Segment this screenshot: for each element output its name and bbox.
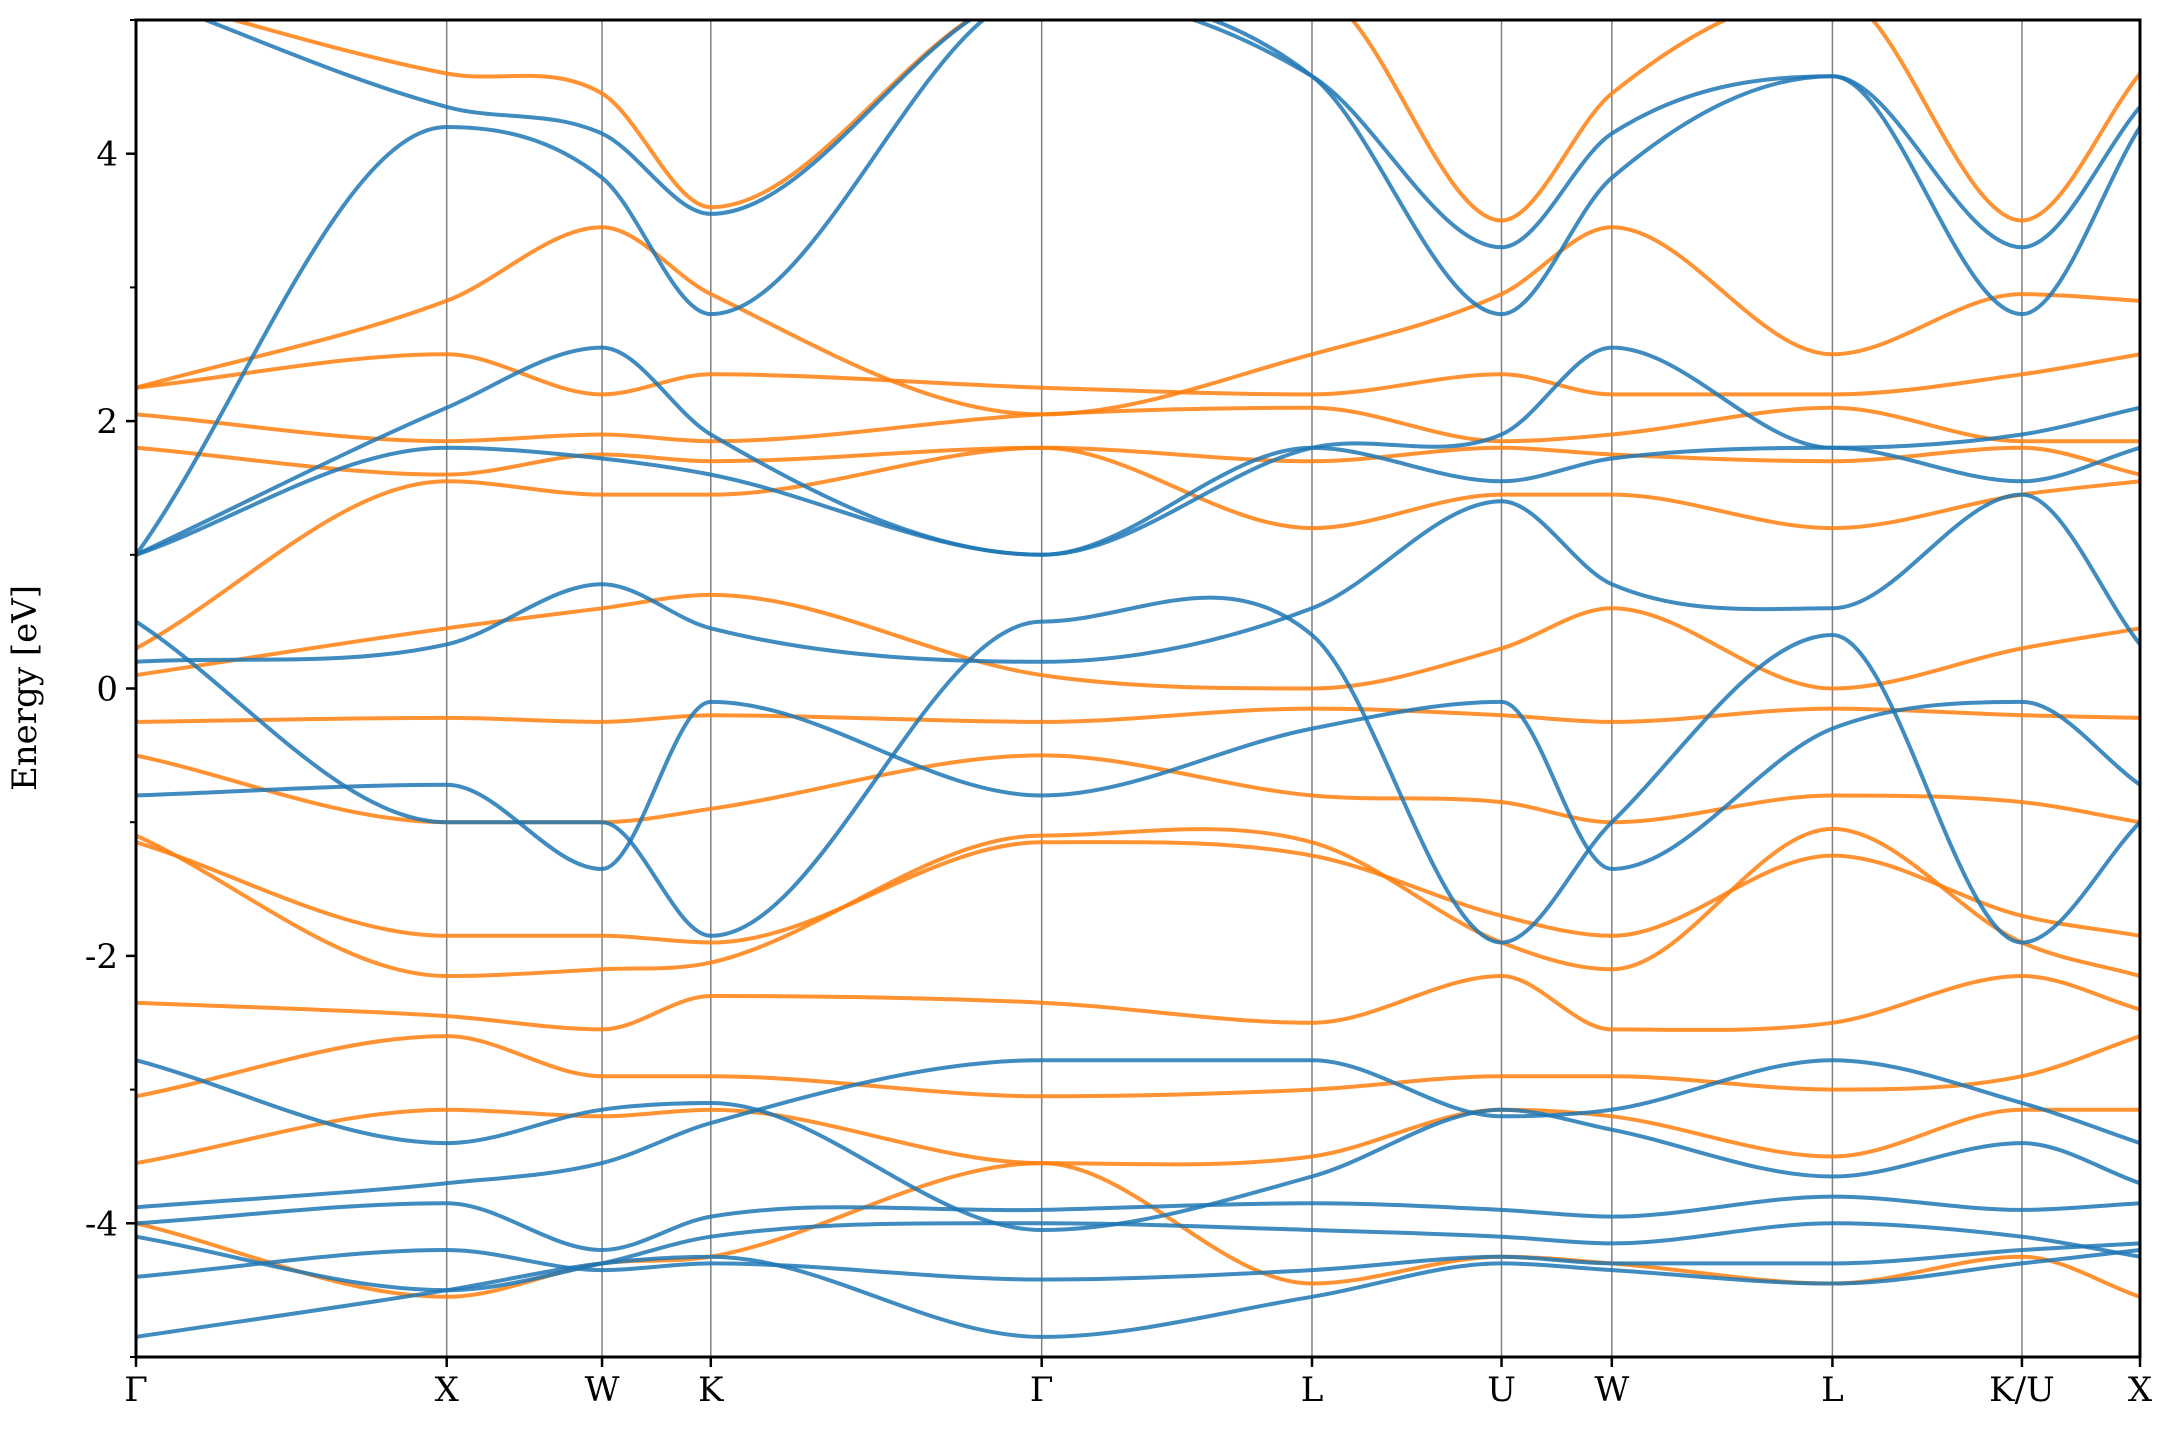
x-tick-label: Γ [1030,1370,1054,1410]
x-tick-label: X [435,1370,460,1410]
band-spin-up-4 [136,1058,2140,1210]
x-tick-label: X [2128,1370,2153,1410]
band-lines [136,20,2140,1339]
y-axis: -4 -2 0 2 4 [85,19,136,1358]
y-tick-label: 4 [96,135,118,175]
band-spin-down-15 [136,974,2140,1032]
x-tick-label: L [1821,1370,1844,1410]
band-spin-down-25 [136,225,2140,417]
band-spin-up-1 [136,1241,2140,1282]
band-spin-up-5 [136,1058,2140,1232]
band-spin-up-0 [136,1248,2140,1339]
band-spin-up-7 [136,492,2140,664]
band-spin-down-13 [136,1107,2140,1167]
band-spin-up-6 [136,699,2140,871]
x-tick-label: K [698,1370,724,1410]
y-tick-label: 0 [96,670,118,710]
x-tick-label: Γ [124,1370,148,1410]
band-spin-up-12 [200,20,2140,250]
y-tick-label: 2 [96,402,118,442]
band-spin-up-9 [136,445,2140,557]
band-spin-down-23 [136,405,2140,444]
band-spin-up-8 [136,595,2140,945]
y-tick-label: -2 [85,937,118,977]
band-spin-down-19 [136,706,2140,724]
band-spin-down-24 [136,352,2140,397]
band-spin-down-18 [136,753,2140,825]
y-tick-label: -4 [85,1204,118,1244]
x-tick-label: L [1301,1370,1324,1410]
band-spin-down-17 [136,826,2140,978]
band-spin-down-14 [136,1034,2140,1099]
x-tick-label: K/U [1989,1370,2055,1410]
x-tick-label: W [585,1370,620,1410]
x-tick-label: U [1487,1370,1516,1410]
band-spin-up-11 [136,20,2140,557]
band-spin-down-16 [136,840,2140,945]
band-spin-down-26 [226,20,2140,223]
band-spin-up-2 [136,1221,2140,1293]
band-spin-up-10 [136,345,2140,557]
band-spin-down-22 [136,445,2140,477]
x-axis: Γ X W K Γ L U W L K/U X [124,1357,2153,1410]
y-axis-label: Energy [eV] [5,585,45,791]
band-spin-down-21 [136,445,2140,651]
x-tick-label: W [1594,1370,1629,1410]
band-spin-down-20 [136,592,2140,691]
